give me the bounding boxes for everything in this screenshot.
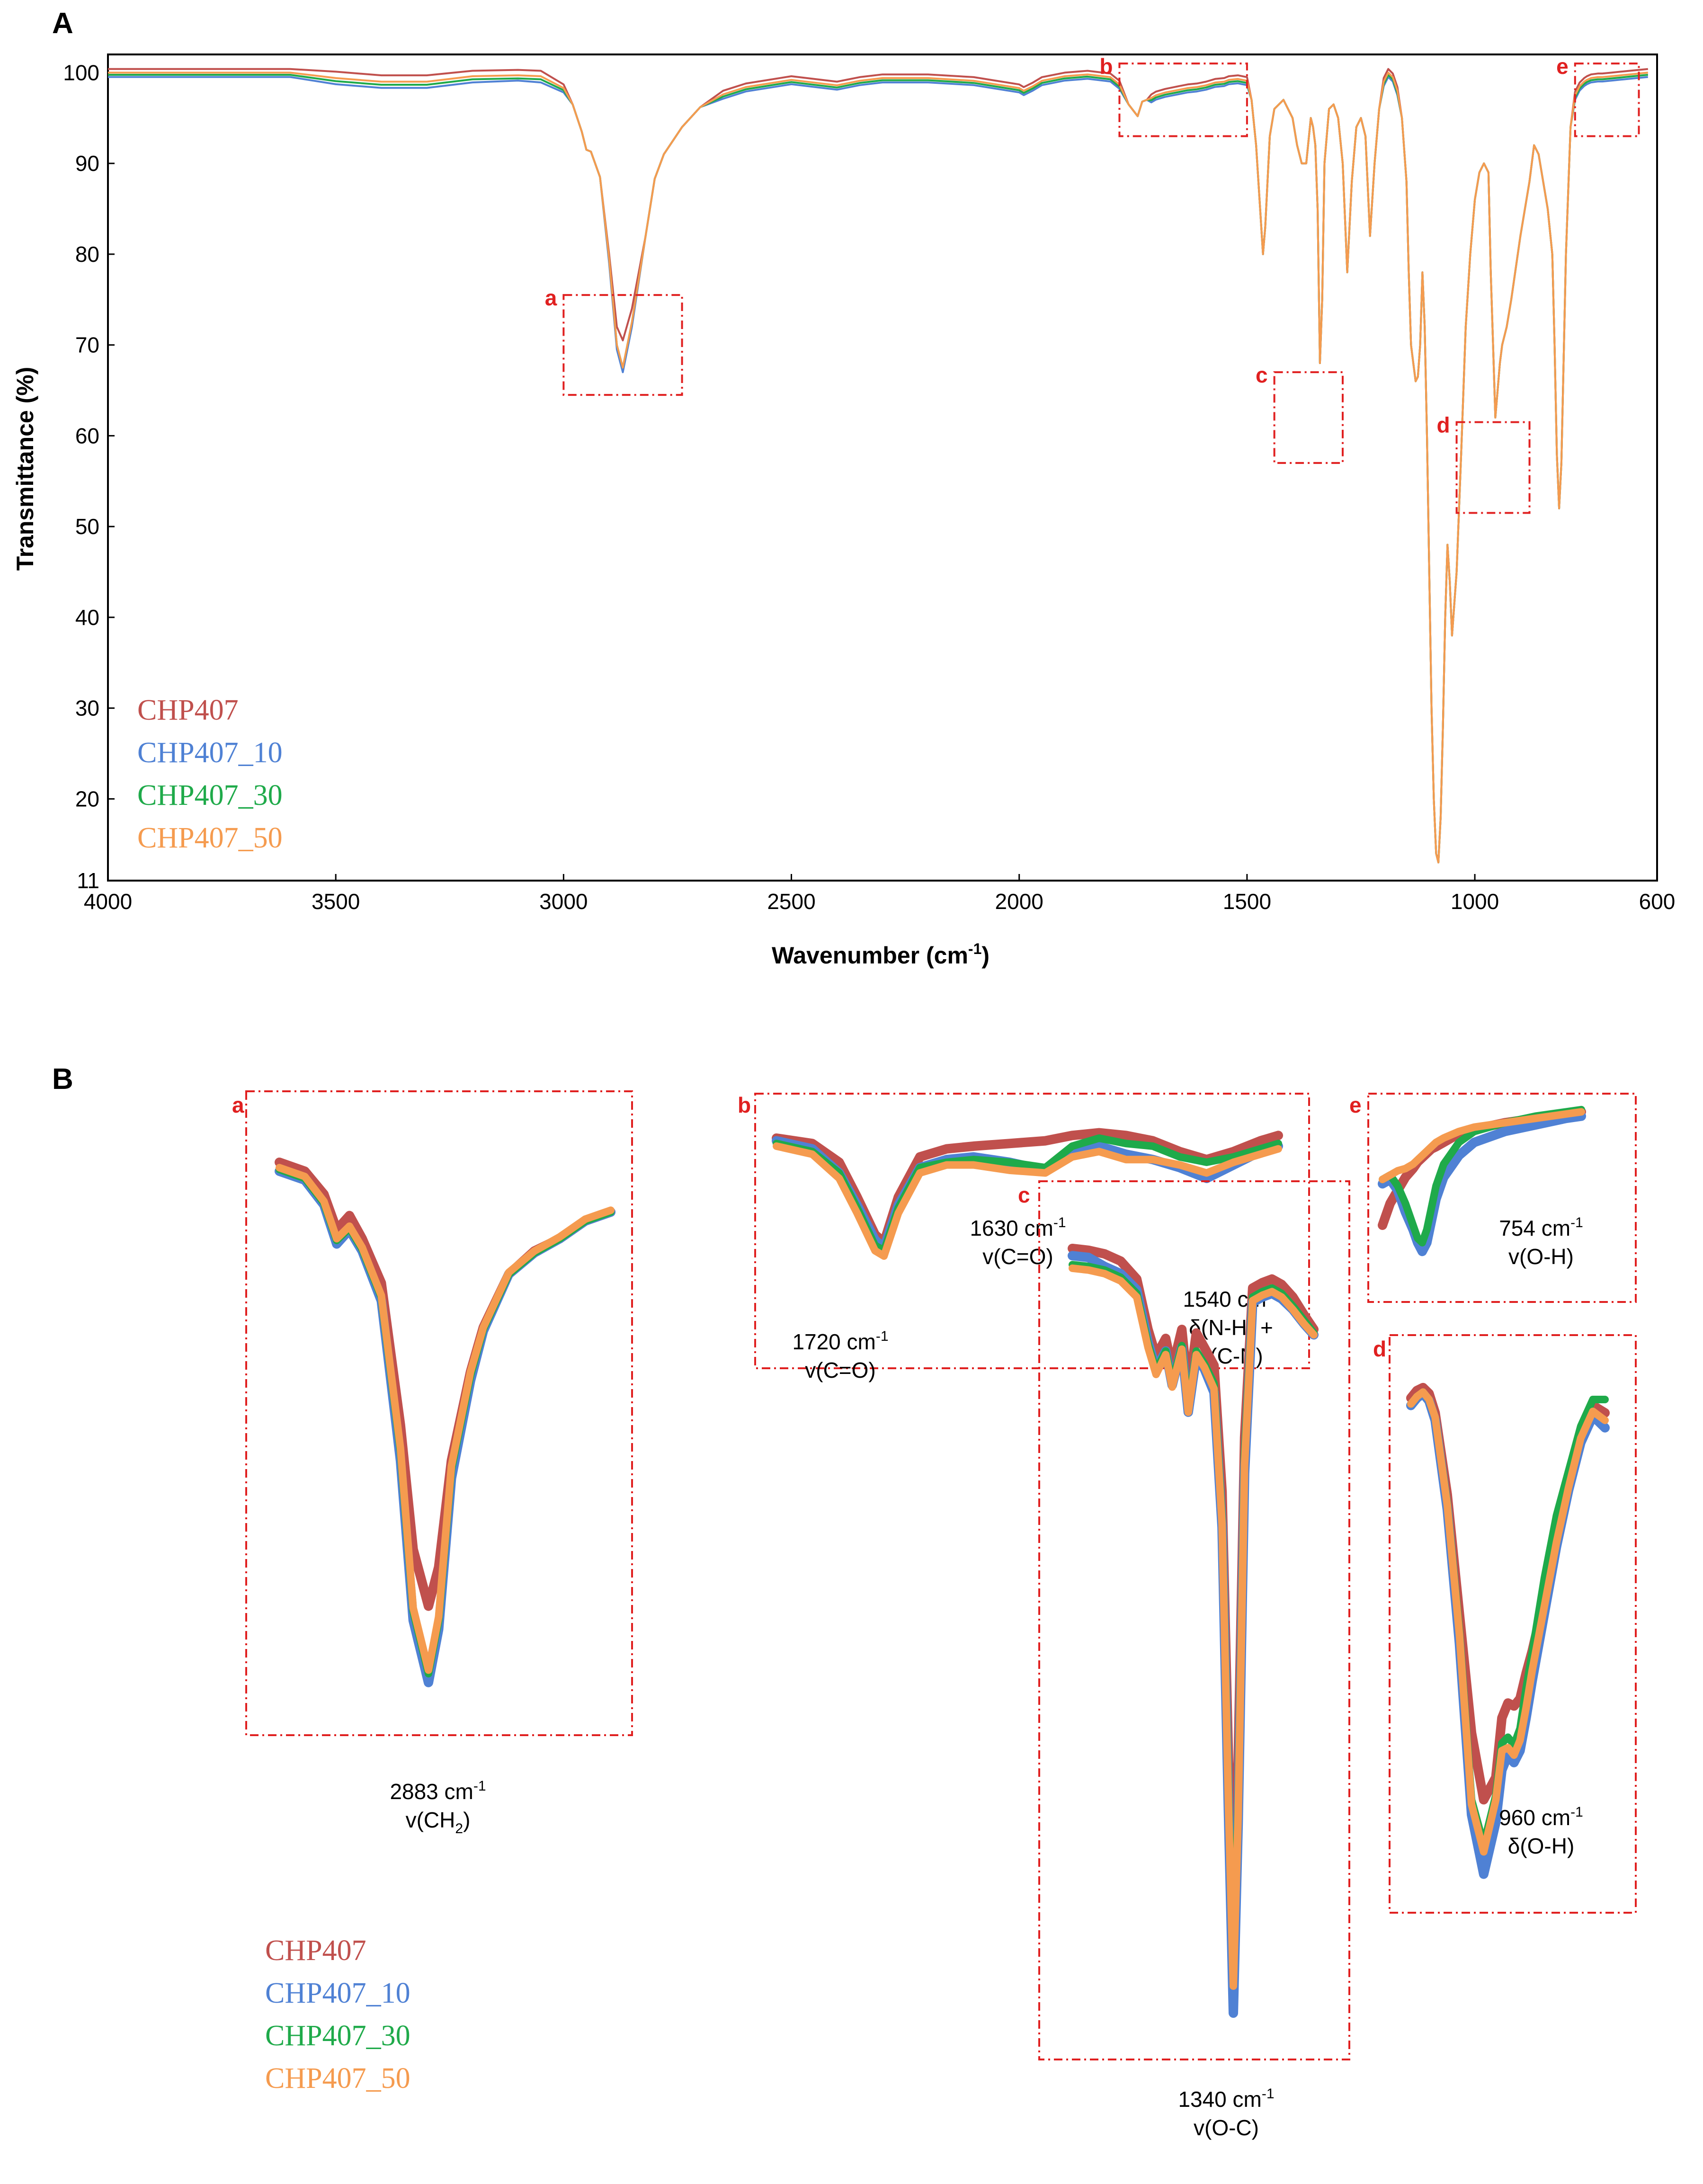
y-tick-label: 20 [75,786,99,811]
x-tick-label: 1000 [1451,889,1499,914]
y-tick-label: 80 [75,242,99,267]
panel-b-legend-entry-chp407: CHP407 [265,1934,366,1967]
zoom-box-label-b: b [1099,54,1113,79]
inset-label-a: a [232,1093,244,1117]
x-tick-label: 4000 [84,889,132,914]
inset-a: a 2883 cm-1 v(CH2) [232,1090,633,1836]
main-plot-frame [107,53,1658,882]
inset-c-line-chp407 [1068,1244,1319,1901]
inset-d-annotation-mode: δ(O-H) [1508,1834,1575,1858]
inset-frame-d [1389,1334,1637,1914]
main-legend: CHP407 CHP407_10 CHP407_30 CHP407_50 [137,694,283,854]
inset-label-e: e [1349,1093,1362,1117]
zoom-box-label-c: c [1256,363,1268,387]
inset-e-line-chp407-50 [1379,1108,1585,1184]
inset-b-annotation-wavenumber: 1720 cm-1 [792,1328,888,1354]
inset-c-annotation-wavenumber: 1340 cm-1 [1178,2086,1274,2112]
inset-a-line-chp407-10 [275,1166,615,1687]
zoom-box-c [1273,371,1344,464]
x-axis-ticks: 4000 3500 3000 2500 2000 1500 1000 600 [84,874,1676,914]
zoom-box-d [1455,421,1531,514]
x-axis-label: Wavenumber (cm-1) [772,940,990,969]
zoom-box-e [1574,62,1640,137]
inset-e-annotation-wavenumber: 754 cm-1 [1499,1215,1583,1240]
inset-b-line-chp407-50 [773,1142,1282,1260]
x-tick-label: 2000 [995,889,1043,914]
y-tick-label: 100 [63,60,99,85]
x-tick-label: 2500 [767,889,815,914]
inset-b-annotation-wavenumber: 1630 cm-1 [970,1215,1066,1240]
inset-b-annotation-mode: v(C=O) [805,1358,876,1382]
inset-a-line-chp407-50 [276,1164,615,1674]
zoom-box-label-e: e [1556,54,1569,79]
y-tick-label: 40 [75,605,99,630]
x-tick-label: 3500 [312,889,360,914]
inset-d-line-chp407-50 [1407,1388,1609,1856]
inset-frame-c [1038,1180,1350,2060]
inset-c-line-chp407-50 [1069,1264,1318,1990]
legend-entry-chp407-50: CHP407_50 [137,822,283,854]
panel-a-label: A [52,7,73,40]
x-tick-label: 600 [1639,889,1676,914]
main-plot: 100 90 80 70 60 50 40 30 20 11 4000 3500 3000 2500 20… [12,53,1676,969]
panel-b-legend-entry-chp407-30: CHP407_30 [265,2020,410,2052]
inset-b-annotation-mode: v(C=O) [982,1244,1053,1269]
y-tick-label: 60 [75,423,99,448]
y-tick-label: 50 [75,514,99,539]
series-line-chp407-30 [108,74,1648,864]
zoom-box-a [562,294,683,396]
inset-frame-a [245,1090,633,1736]
inset-label-d: d [1373,1337,1386,1361]
inset-e: e 754 cm-1 v(O-H) [1349,1093,1637,1303]
inset-d: d 960 cm-1 δ(O-H) [1373,1334,1637,1914]
inset-c: c 1340 cm-1 v(O-C) [1018,1180,1350,2140]
legend-entry-chp407: CHP407 [137,694,239,726]
series-line-chp407-10 [108,76,1648,864]
zoom-regions: a b c d e [545,54,1640,514]
main-series-group [108,68,1648,864]
y-axis-label: Transmittance (%) [12,367,38,571]
inset-a-annotation-mode: v(CH2) [406,1808,471,1836]
panel-b-legend-entry-chp407-10: CHP407_10 [265,1977,410,2009]
y-tick-label: 30 [75,696,99,721]
inset-frame-e [1367,1093,1637,1303]
x-tick-label: 3000 [539,889,588,914]
panel-b-legend: CHP407 CHP407_10 CHP407_30 CHP407_50 [265,1934,410,2095]
inset-panels: a 2883 cm-1 v(CH2) b 1720 cm-1 v(C=O) 1630 cm-… [232,1090,1637,2140]
zoom-box-label-a: a [545,285,557,310]
inset-frame-b [754,1093,1310,1369]
inset-a-annotation-wavenumber: 2883 cm-1 [390,1778,486,1804]
y-axis-ticks: 100 90 80 70 60 50 40 30 20 11 [63,60,115,893]
inset-c-annotation-mode: v(O-C) [1194,2115,1259,2140]
inset-d-annotation-wavenumber: 960 cm-1 [1499,1804,1583,1830]
zoom-box-b [1118,62,1248,137]
x-tick-label: 1500 [1223,889,1271,914]
panel-b-label: B [52,1063,73,1096]
legend-entry-chp407-10: CHP407_10 [137,737,283,769]
inset-e-annotation-mode: v(O-H) [1508,1244,1574,1269]
y-tick-label: 90 [75,151,99,176]
inset-label-b: b [738,1093,751,1117]
zoom-box-label-d: d [1436,413,1450,437]
panel-b-legend-entry-chp407-50: CHP407_50 [265,2062,410,2095]
series-line-chp407 [108,68,1648,864]
legend-entry-chp407-30: CHP407_30 [137,779,283,811]
inset-label-c: c [1018,1183,1030,1207]
y-tick-label: 11 [77,868,99,893]
y-tick-label: 70 [75,333,99,357]
series-line-chp407-50 [108,71,1648,864]
